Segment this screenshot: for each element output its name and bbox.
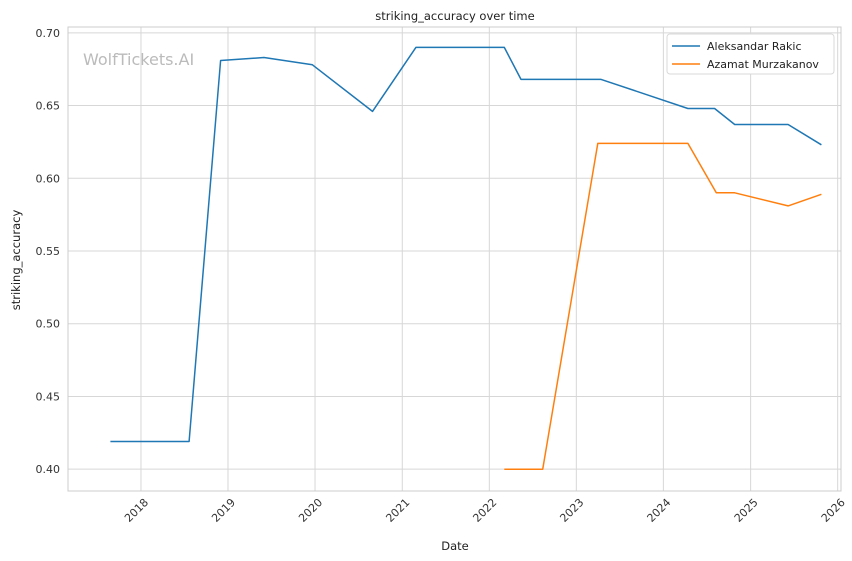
x-tick-label: 2020 [296,496,325,525]
legend: Aleksandar Rakic Azamat Murzakanov [666,33,835,75]
chart-title: striking_accuracy over time [375,9,534,23]
series-line-0 [110,46,822,443]
series-lines [110,46,822,470]
y-tick-label: 0.70 [36,27,61,40]
x-tick-label: 2019 [209,496,238,525]
y-tick-label: 0.40 [36,463,61,476]
x-tick-label: 2026 [819,496,848,525]
y-tick-label: 0.60 [36,172,61,185]
x-tick-label: 2021 [383,496,412,525]
series-line-1 [504,142,822,470]
plot-frame [67,26,842,492]
legend-label-series-0: Aleksandar Rakic [707,40,802,53]
y-tick-label: 0.65 [36,100,61,113]
x-tick-labels: 2018 2019 2020 2021 2022 2023 2024 2025 2026 [122,496,848,525]
grid [68,27,841,491]
legend-label-series-1: Azamat Murzakanov [707,58,819,71]
legend-box [666,33,835,75]
y-tick-label: 0.50 [36,318,61,331]
y-axis-label: striking_accuracy [9,210,23,311]
x-tick-label: 2025 [732,496,761,525]
watermark: WolfTickets.AI [83,50,194,69]
x-tick-label: 2023 [557,496,586,525]
y-tick-labels: 0.40 0.45 0.50 0.55 0.60 0.65 0.70 [36,27,61,476]
y-tick-label: 0.45 [36,390,61,403]
x-tick-label: 2022 [470,496,499,525]
y-tick-label: 0.55 [36,245,61,258]
x-axis-label: Date [441,539,469,553]
x-tick-label: 2024 [644,496,673,525]
x-tick-label: 2018 [122,496,151,525]
